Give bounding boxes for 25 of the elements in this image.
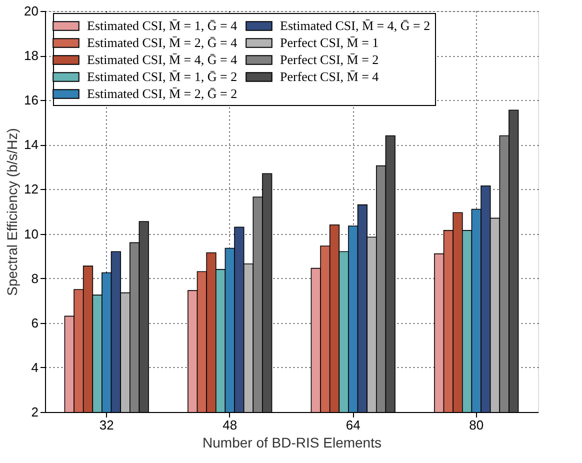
legend-label: Estimated CSI, M̄ = 1, Ḡ = 2 bbox=[87, 69, 238, 84]
legend-label: Estimated CSI, M̄ = 4, Ḡ = 4 bbox=[87, 52, 238, 67]
y-axis-title: Spectral Efficiency (b/s/Hz) bbox=[4, 128, 20, 296]
y-tick-label: 12 bbox=[24, 182, 38, 197]
legend-label: Estimated CSI, M̄ = 2, Ḡ = 2 bbox=[87, 86, 238, 101]
legend-label: Estimated CSI, M̄ = 1, Ḡ = 4 bbox=[87, 18, 238, 33]
y-tick-label: 6 bbox=[31, 315, 38, 330]
legend-label: Estimated CSI, M̄ = 2, Ḡ = 4 bbox=[87, 35, 238, 50]
y-tick-label: 14 bbox=[24, 137, 38, 152]
legend-label: Perfect CSI, M̄ = 2 bbox=[280, 52, 379, 67]
legend-label: Perfect CSI, M̄ = 4 bbox=[280, 69, 380, 84]
y-tick-label: 16 bbox=[24, 92, 38, 108]
x-tick-label: 48 bbox=[222, 418, 238, 432]
x-tick-label: 64 bbox=[346, 418, 360, 432]
x-tick-label: 32 bbox=[99, 418, 114, 432]
x-axis-title: Number of BD-RIS Elements bbox=[202, 434, 382, 450]
y-tick-label: 2 bbox=[31, 404, 38, 420]
legend-label: Estimated CSI, M̄ = 4, Ḡ = 2 bbox=[280, 18, 430, 33]
y-tick-label: 18 bbox=[24, 48, 38, 64]
y-tick-label: 4 bbox=[31, 360, 38, 375]
y-tick-label: 8 bbox=[31, 270, 38, 286]
y-tick-label: 10 bbox=[24, 226, 38, 242]
x-tick-label: 80 bbox=[469, 418, 484, 432]
y-tick-label: 20 bbox=[24, 4, 38, 18]
legend-label: Perfect CSI, M̄ = 1 bbox=[280, 35, 379, 50]
